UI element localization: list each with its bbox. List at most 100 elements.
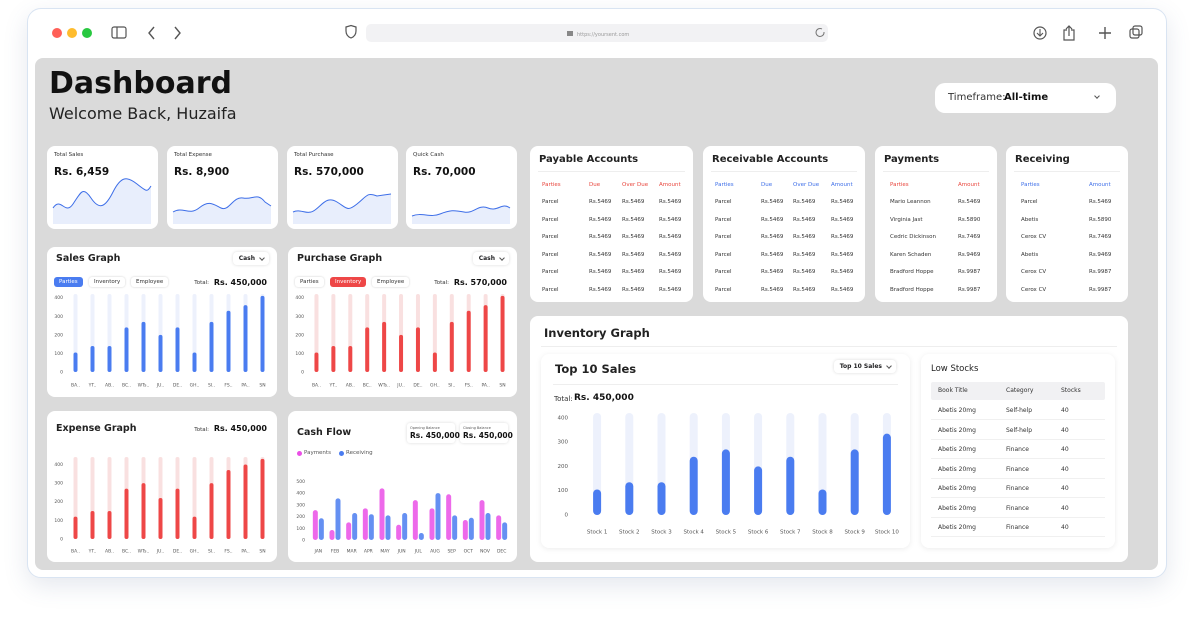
dropdown[interactable]: Top 10 Sales (833, 360, 896, 373)
column-header: Category (1006, 387, 1034, 394)
divider (1014, 171, 1120, 172)
new-tab-button[interactable] (1099, 27, 1111, 39)
y-tick-label: 0 (302, 538, 305, 544)
table-cell: Abetis (1021, 216, 1039, 223)
purchase-graph-card: Purchase Graph Cash Parties Inventory Empl… (288, 247, 517, 397)
tab[interactable]: Inventory (89, 277, 125, 287)
column-header: Amount (659, 182, 681, 188)
table-cell: Rs.5469 (659, 286, 682, 293)
bar (318, 518, 324, 540)
timeframe-value: All-time (1004, 92, 1049, 103)
bar (449, 321, 454, 372)
sparkline (52, 178, 152, 224)
sparkline-line (52, 178, 152, 209)
tab[interactable]: Employee (131, 277, 168, 287)
timeframe-select[interactable]: Timeframe: All-time (935, 83, 1116, 113)
balance-value: Rs. 450,000 (463, 431, 513, 440)
y-tick-label: 100 (54, 351, 63, 357)
bar (786, 456, 795, 515)
x-tick-label: SI.. (208, 383, 215, 389)
table-cell: Rs.5469 (793, 199, 816, 205)
y-tick-label: 0 (60, 370, 63, 376)
bar (418, 532, 424, 540)
tabs-button[interactable] (1129, 28, 1140, 39)
x-tick-label: DE.. (173, 383, 182, 389)
x-tick-label: APR (364, 549, 373, 555)
bar (432, 352, 437, 372)
table-cell: Finance (1006, 446, 1029, 453)
table-cell: Bradford Hoppe (890, 286, 934, 293)
share-button[interactable] (1063, 25, 1075, 41)
tab[interactable]: Employee (372, 277, 409, 287)
x-tick-label: FS.. (224, 549, 232, 555)
table-cell: Rs.9469 (958, 251, 981, 258)
x-tick-label: MAR (347, 549, 357, 555)
dropdown[interactable]: Cash (232, 252, 269, 265)
legend-swatch (339, 451, 344, 456)
divider (883, 171, 989, 172)
close-button[interactable] (52, 28, 62, 38)
receivable-accounts-card: Receivable Accounts Parties Due Over Due Amo… (703, 146, 865, 302)
address-bar[interactable] (366, 24, 828, 42)
table-cell: Virginia Jast (890, 216, 923, 223)
zoom-button[interactable] (82, 28, 92, 38)
bar (882, 433, 891, 515)
table-cell: Rs.5469 (622, 234, 645, 240)
y-tick-label: 200 (558, 464, 569, 470)
x-tick-label: OCT (464, 549, 474, 555)
bar (429, 508, 435, 540)
y-tick-label: 400 (558, 415, 569, 421)
sidebar-icon[interactable] (111, 26, 127, 39)
table-cell: Rs.5469 (659, 234, 682, 240)
x-tick-label: PA.. (481, 383, 489, 389)
column-header: Parties (715, 182, 734, 188)
bar-track (593, 413, 602, 515)
url: https://yoursent.com (577, 32, 629, 38)
tab[interactable]: Parties (54, 277, 83, 287)
y-tick-label: 300 (558, 440, 569, 446)
x-tick-label: Stock 7 (780, 530, 801, 536)
row-divider (931, 419, 1105, 420)
privacy-icon[interactable] (345, 24, 357, 39)
row-divider (931, 516, 1105, 518)
tab[interactable]: Inventory (330, 277, 367, 287)
table-cell: Finance (1006, 465, 1029, 473)
x-tick-label: DE.. (173, 549, 182, 555)
back-button[interactable] (148, 26, 155, 40)
minimize-button[interactable] (67, 28, 77, 38)
table-cell: Rs.5469 (831, 199, 854, 205)
browser-toolbar: https://yoursent.com (52, 24, 1143, 42)
y-tick-label: 400 (54, 295, 63, 301)
stat-card: Quick Cash Rs. 70,000 (406, 146, 517, 229)
receiving-card: Receiving Parties Amount Parcel Rs.5469 Abeti… (1006, 146, 1128, 302)
column-header: Book Title (938, 387, 968, 394)
table-cell: Finance (1006, 485, 1029, 492)
y-tick-label: 100 (558, 488, 569, 494)
table-cell: Rs.5469 (659, 269, 682, 275)
table-cell: Abetis 20mg (938, 426, 976, 434)
column-header: Parties (890, 182, 909, 188)
table-cell: Cerox CV (1021, 234, 1047, 240)
table-cell: 40 (1061, 504, 1069, 512)
forward-button[interactable] (174, 26, 181, 40)
stat-value: Rs. 8,900 (174, 166, 230, 178)
bar (483, 305, 488, 372)
bar (625, 482, 634, 515)
y-tick-label: 200 (54, 332, 63, 338)
bar (124, 488, 129, 539)
chart: 0 100 200 300 400 Stock 1 Stock 2 Stock 3 Stock … (558, 413, 899, 536)
bar-track (432, 294, 437, 372)
tab[interactable]: Parties (295, 277, 324, 287)
table-cell: 40 (1061, 446, 1069, 453)
downloads-button[interactable] (1033, 26, 1047, 40)
x-tick-label: Stock 3 (651, 530, 672, 536)
bar (365, 327, 370, 372)
x-tick-label: AB.. (346, 383, 355, 389)
bar (435, 493, 441, 540)
bar (412, 500, 418, 540)
column-header: Amount (958, 182, 980, 188)
reload-button[interactable] (815, 28, 825, 37)
table-cell: Rs.5469 (589, 269, 612, 275)
dropdown[interactable]: Cash (472, 252, 509, 265)
bar (379, 488, 385, 540)
